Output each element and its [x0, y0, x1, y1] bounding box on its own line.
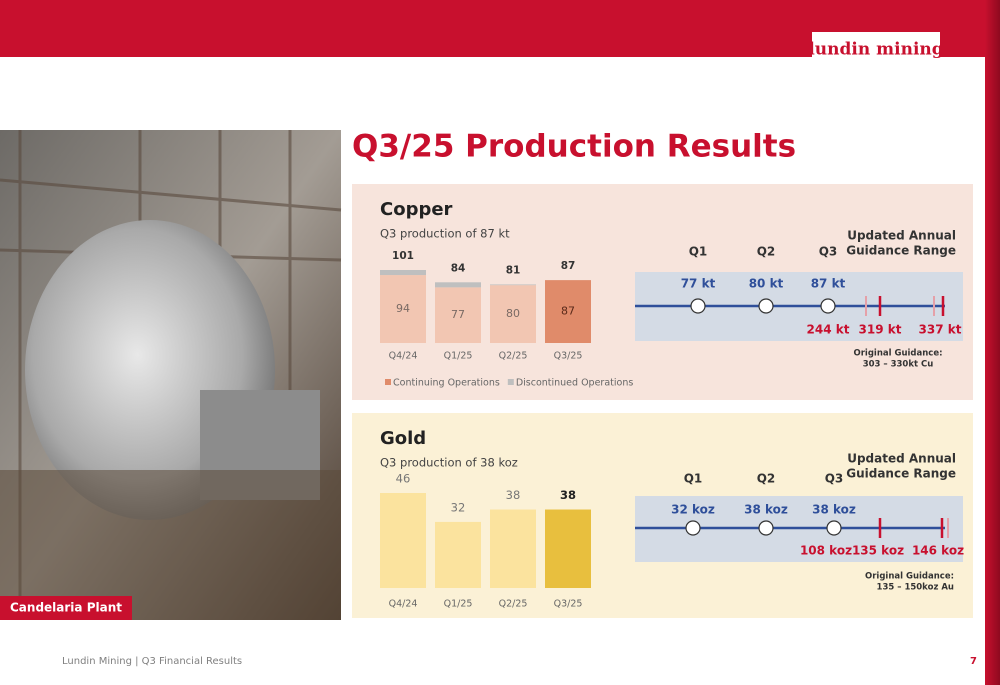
slide-title: Q3/25 Production Results — [352, 129, 796, 165]
chart-title: Copper — [380, 199, 453, 220]
chart-subtitle: Q3 production of 38 koz — [380, 456, 518, 470]
chart-subtitle: Q3 production of 87 kt — [380, 227, 510, 241]
guidance-heading: Guidance Range — [846, 467, 956, 481]
x-tick-label: Q4/24 — [389, 599, 418, 610]
period-label: Q2 — [757, 245, 776, 259]
quarter-value: 38 koz — [744, 503, 788, 517]
guidance-heading: Updated Annual — [847, 452, 956, 466]
x-tick-label: Q4/24 — [389, 351, 418, 362]
quarter-dot — [685, 520, 701, 536]
bar-value-label: 46 — [396, 472, 411, 486]
legend-swatch — [507, 379, 514, 385]
original-guidance: Original Guidance: — [865, 572, 954, 582]
quarter-value: 77 kt — [681, 277, 716, 291]
period-label: Q3 — [819, 245, 838, 259]
range-value: 337 kt — [919, 323, 962, 337]
logo: lundin mining — [808, 40, 943, 60]
bar-segment — [435, 282, 481, 288]
bar — [435, 521, 481, 588]
bar-segment — [545, 280, 591, 343]
bar — [380, 493, 426, 588]
period-label: Q3 — [825, 472, 844, 486]
guidance-heading: Updated Annual — [847, 229, 956, 243]
period-label: Q2 — [757, 472, 776, 486]
bar-total-label: 101 — [392, 250, 414, 262]
chart-title: Gold — [380, 428, 426, 449]
bar-value-label: 80 — [506, 307, 520, 320]
bar — [545, 509, 591, 588]
bar-segment — [435, 287, 481, 343]
bar-value-label: 38 — [506, 488, 521, 502]
range-value: 146 koz — [912, 544, 964, 558]
bar-segment — [380, 270, 426, 276]
legend-label: Continuing Operations — [393, 378, 500, 389]
caption-box — [0, 596, 132, 620]
x-tick-label: Q1/25 — [444, 351, 473, 362]
bar-segment — [490, 284, 536, 286]
bar-total-label: 81 — [506, 264, 521, 276]
bar — [490, 509, 536, 588]
photo-caption: Candelaria Plant — [10, 601, 122, 615]
bar-total-label: 84 — [451, 262, 466, 274]
x-tick-label: Q2/25 — [499, 351, 528, 362]
bar-value-label: 77 — [451, 308, 465, 321]
range-value: 135 koz — [852, 544, 904, 558]
right-band — [985, 0, 1000, 685]
x-tick-label: Q3/25 — [554, 599, 583, 610]
x-tick-label: Q2/25 — [499, 599, 528, 610]
quarter-dot — [820, 298, 836, 314]
quarter-value: 38 koz — [812, 503, 856, 517]
bar-segment — [380, 275, 426, 343]
legend-label: Discontinued Operations — [516, 378, 634, 389]
photo-floor — [0, 470, 341, 620]
bar-segment — [490, 285, 536, 343]
quarter-dot — [826, 520, 842, 536]
logo-box — [812, 32, 940, 62]
quarter-value: 32 koz — [671, 503, 715, 517]
page-number: 7 — [970, 656, 977, 667]
x-tick-label: Q3/25 — [554, 351, 583, 362]
bar-value-label: 38 — [560, 488, 576, 502]
x-tick-label: Q1/25 — [444, 599, 473, 610]
period-label: Q1 — [689, 245, 708, 259]
footer-text: Lundin Mining | Q3 Financial Results — [62, 656, 242, 667]
guidance-heading: Guidance Range — [846, 244, 956, 258]
cumulative-value: 108 koz — [800, 544, 852, 558]
quarter-dot — [758, 298, 774, 314]
quarter-dot — [758, 520, 774, 536]
quarter-value: 87 kt — [811, 277, 846, 291]
bar-value-label: 87 — [561, 305, 575, 318]
original-guidance: Original Guidance: — [853, 349, 942, 359]
range-value: 319 kt — [859, 323, 902, 337]
cumulative-value: 244 kt — [807, 323, 850, 337]
original-guidance: 135 – 150koz Au — [877, 583, 954, 593]
period-label: Q1 — [684, 472, 703, 486]
legend-swatch — [385, 379, 391, 385]
bar-value-label: 94 — [396, 302, 410, 315]
quarter-value: 80 kt — [749, 277, 784, 291]
quarter-dot — [690, 298, 706, 314]
original-guidance: 303 – 330kt Cu — [863, 360, 934, 370]
bar-value-label: 32 — [451, 500, 466, 514]
bar-total-label: 87 — [561, 260, 576, 272]
